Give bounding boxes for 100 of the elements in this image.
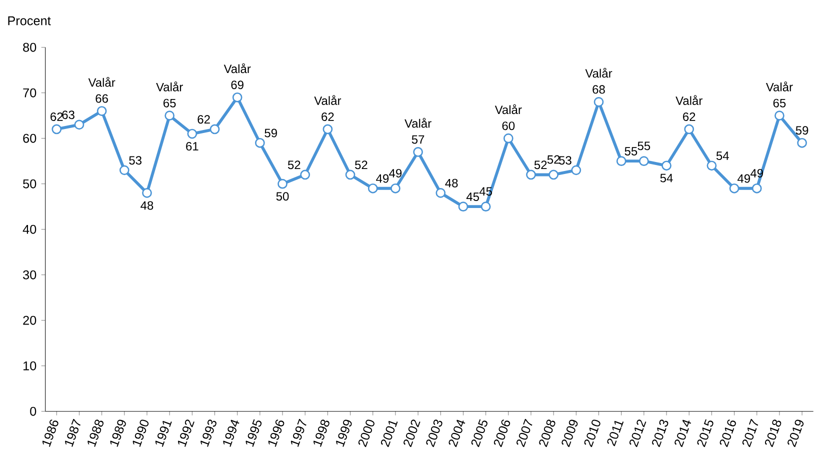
annotation: Valår [314, 95, 342, 105]
data-label: 69 [231, 80, 244, 90]
point [458, 202, 468, 212]
annotation: Valår [494, 104, 522, 114]
data-label: 48 [445, 178, 458, 188]
point [96, 106, 107, 116]
point [638, 156, 649, 166]
data-label: 62 [50, 112, 63, 121]
y-axis-title: Procent [8, 16, 51, 26]
point [278, 178, 288, 189]
annotation: Valår [88, 76, 116, 87]
x-tick-label: 1992 [178, 420, 194, 447]
x-tick-label: 2019 [788, 420, 804, 448]
point [594, 97, 604, 107]
point [480, 202, 491, 212]
data-label: 49 [389, 168, 402, 178]
y-tick-label: 70 [23, 88, 36, 98]
point [436, 188, 446, 198]
y-tick-label: 50 [23, 179, 36, 188]
data-label: 49 [376, 174, 389, 183]
point [729, 183, 740, 194]
data-label: 59 [264, 128, 277, 138]
x-tick-label: 2018 [764, 420, 782, 448]
data-label: 68 [592, 85, 605, 94]
data-label: 55 [638, 142, 650, 150]
y-tick-label: 10 [24, 361, 36, 370]
x-tick-label: 1998 [313, 420, 330, 447]
annotation: Valår [766, 82, 793, 92]
x-tick-label: 1988 [88, 420, 104, 447]
data-label: 65 [164, 98, 176, 108]
data-label: 50 [276, 192, 289, 201]
data-label: 59 [796, 126, 808, 135]
annotation: Valår [585, 68, 612, 78]
point [52, 124, 62, 134]
x-tick-label: 1996 [268, 420, 284, 447]
y-tick-label: 40 [22, 224, 36, 234]
point [503, 133, 514, 144]
annotation: Valår [676, 95, 702, 105]
point [300, 170, 310, 180]
data-label: 65 [773, 98, 786, 108]
x-tick-label: 2013 [652, 420, 668, 448]
data-label: 52 [355, 160, 368, 170]
point [187, 128, 198, 139]
data-label: 53 [129, 156, 142, 165]
x-tick-label: 2012 [629, 420, 646, 448]
x-tick-label: 2009 [562, 420, 578, 448]
x-tick-label: 1991 [155, 420, 172, 447]
data-label: 49 [737, 174, 750, 183]
data-label: 61 [186, 142, 198, 151]
data-label: 54 [660, 174, 673, 182]
point [345, 170, 356, 180]
x-tick-label: 2003 [426, 420, 442, 448]
point [232, 92, 242, 102]
x-tick-label: 2014 [674, 420, 692, 448]
annotation: Valår [224, 63, 251, 74]
point [571, 165, 582, 176]
x-tick-label: 2011 [607, 420, 624, 446]
x-tick-label: 1987 [65, 418, 80, 447]
point [368, 183, 378, 194]
x-tick-label: 2017 [742, 418, 758, 448]
point [797, 138, 807, 148]
x-tick-label: 1990 [132, 420, 149, 447]
point [752, 183, 762, 194]
x-tick-label: 2002 [404, 420, 420, 448]
x-tick-label: 2001 [380, 420, 398, 448]
data-label: 54 [716, 152, 729, 160]
point [322, 124, 333, 134]
x-tick-label: 1997 [290, 418, 306, 447]
data-label: 60 [502, 122, 515, 130]
point [119, 165, 130, 176]
x-tick-label: 2008 [539, 420, 556, 448]
x-tick-label: 2000 [358, 420, 374, 448]
y-tick-label: 20 [23, 316, 36, 325]
data-label: 52 [547, 155, 560, 164]
annotation: Valår [404, 118, 432, 128]
data-label: 66 [96, 94, 108, 103]
x-tick-label: 2016 [720, 420, 736, 448]
point [254, 138, 265, 148]
point [526, 170, 536, 180]
point [706, 160, 717, 171]
data-label: 53 [559, 156, 572, 165]
x-tick-label: 1986 [42, 420, 58, 447]
y-tick-label: 30 [23, 270, 36, 280]
data-label: 62 [198, 115, 210, 124]
y-tick-label: 60 [23, 134, 36, 143]
annotation: Valår [156, 82, 183, 92]
point [774, 110, 784, 121]
point [548, 170, 559, 180]
y-tick-label: 80 [23, 42, 36, 52]
x-tick-label: 2006 [494, 420, 510, 448]
data-label: 52 [534, 160, 547, 170]
x-tick-label: 2010 [584, 420, 600, 448]
point [74, 120, 84, 130]
point [164, 110, 175, 121]
x-tick-label: 2005 [471, 419, 488, 448]
point [662, 160, 672, 171]
data-label: 55 [624, 147, 638, 156]
point [684, 124, 694, 134]
x-tick-label: 1999 [336, 420, 352, 447]
data-label: 63 [62, 110, 74, 120]
